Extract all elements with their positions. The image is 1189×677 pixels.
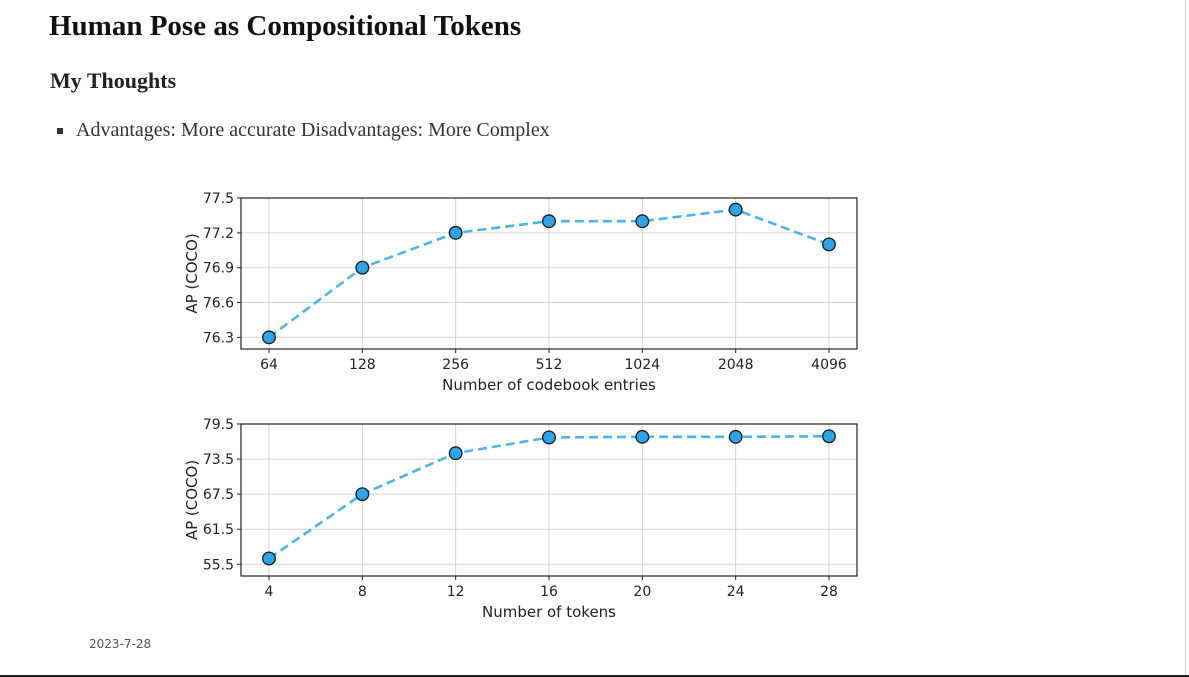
chart1-xtick-label: 1024 <box>625 357 661 373</box>
chart2-point <box>635 429 650 444</box>
list-item: Advantages: More accurate Disadvantages:… <box>57 119 550 142</box>
right-divider <box>1185 0 1186 675</box>
chart2-point <box>355 487 370 502</box>
chart1-point <box>355 260 370 275</box>
chart2-xtick-label: 4 <box>265 584 274 600</box>
chart2-ylabel: AP (COCO) <box>183 460 201 540</box>
chart2-xtick-label: 16 <box>540 584 558 600</box>
chart2-xtick-label: 28 <box>820 584 838 600</box>
chart2-xlabel: Number of tokens <box>482 603 616 621</box>
chart1-ytick-label: 77.5 <box>203 191 234 207</box>
chart1-point <box>262 330 276 345</box>
chart2-ytick-label: 73.5 <box>203 452 234 468</box>
date-stamp: 2023-7-28 <box>89 637 152 651</box>
charts-figure: 76.3 76.6 76.9 77.2 77.5 64 128 256 512 1024 2048 4… <box>170 185 870 635</box>
chart1-xtick-label: 64 <box>260 357 278 373</box>
bullet-text: Advantages: More accurate Disadvantages:… <box>76 119 550 141</box>
bottom-divider <box>0 675 1189 677</box>
chart1-xtick-label: 4096 <box>811 357 847 373</box>
chart2-point <box>262 551 276 566</box>
chart1-point <box>448 225 463 240</box>
chart2-ytick-label: 61.5 <box>203 522 234 538</box>
chart2-point <box>542 430 556 445</box>
chart1-ytick-label: 76.9 <box>203 261 234 277</box>
chart2-xtick-label: 12 <box>447 584 465 600</box>
chart1-frame <box>240 197 858 350</box>
chart2-xtick-label: 24 <box>727 584 745 600</box>
chart1-xtick-label: 512 <box>536 357 563 373</box>
chart2-ytick-label: 67.5 <box>203 487 234 503</box>
chart2-xtick-label: 8 <box>358 584 367 600</box>
chart1-point <box>635 214 650 229</box>
chart1-point <box>542 214 556 229</box>
chart1-ytick-label: 77.2 <box>203 226 234 242</box>
chart1-xlabel: Number of codebook entries <box>442 376 656 394</box>
charts-svg: 76.376.676.977.277.564 128 256 512 1024 2048 4… <box>183 191 858 621</box>
chart2-point <box>448 446 463 461</box>
chart2-point <box>822 429 836 444</box>
chart2-frame <box>240 423 858 577</box>
section-title: My Thoughts <box>50 68 177 93</box>
chart2-ytick-label: 55.5 <box>203 557 234 573</box>
chart1-ytick-label: 76.3 <box>203 330 234 346</box>
chart2-point <box>728 429 743 444</box>
chart1-ylabel: AP (COCO) <box>183 233 201 313</box>
chart2-ytick-label: 79.5 <box>203 417 234 433</box>
chart1-ytick-label: 76.6 <box>203 296 234 312</box>
page-title: Human Pose as Compositional Tokens <box>49 10 522 42</box>
chart1-point <box>728 202 743 217</box>
bullet-square-icon <box>57 127 63 134</box>
chart1-point <box>822 237 836 252</box>
chart1-xtick-label: 2048 <box>718 357 754 373</box>
chart1-xtick-label: 128 <box>349 357 376 373</box>
chart2-xtick-label: 20 <box>633 584 651 600</box>
bullet-list: Advantages: More accurate Disadvantages:… <box>57 119 550 142</box>
chart1-xtick-label: 256 <box>442 357 469 373</box>
